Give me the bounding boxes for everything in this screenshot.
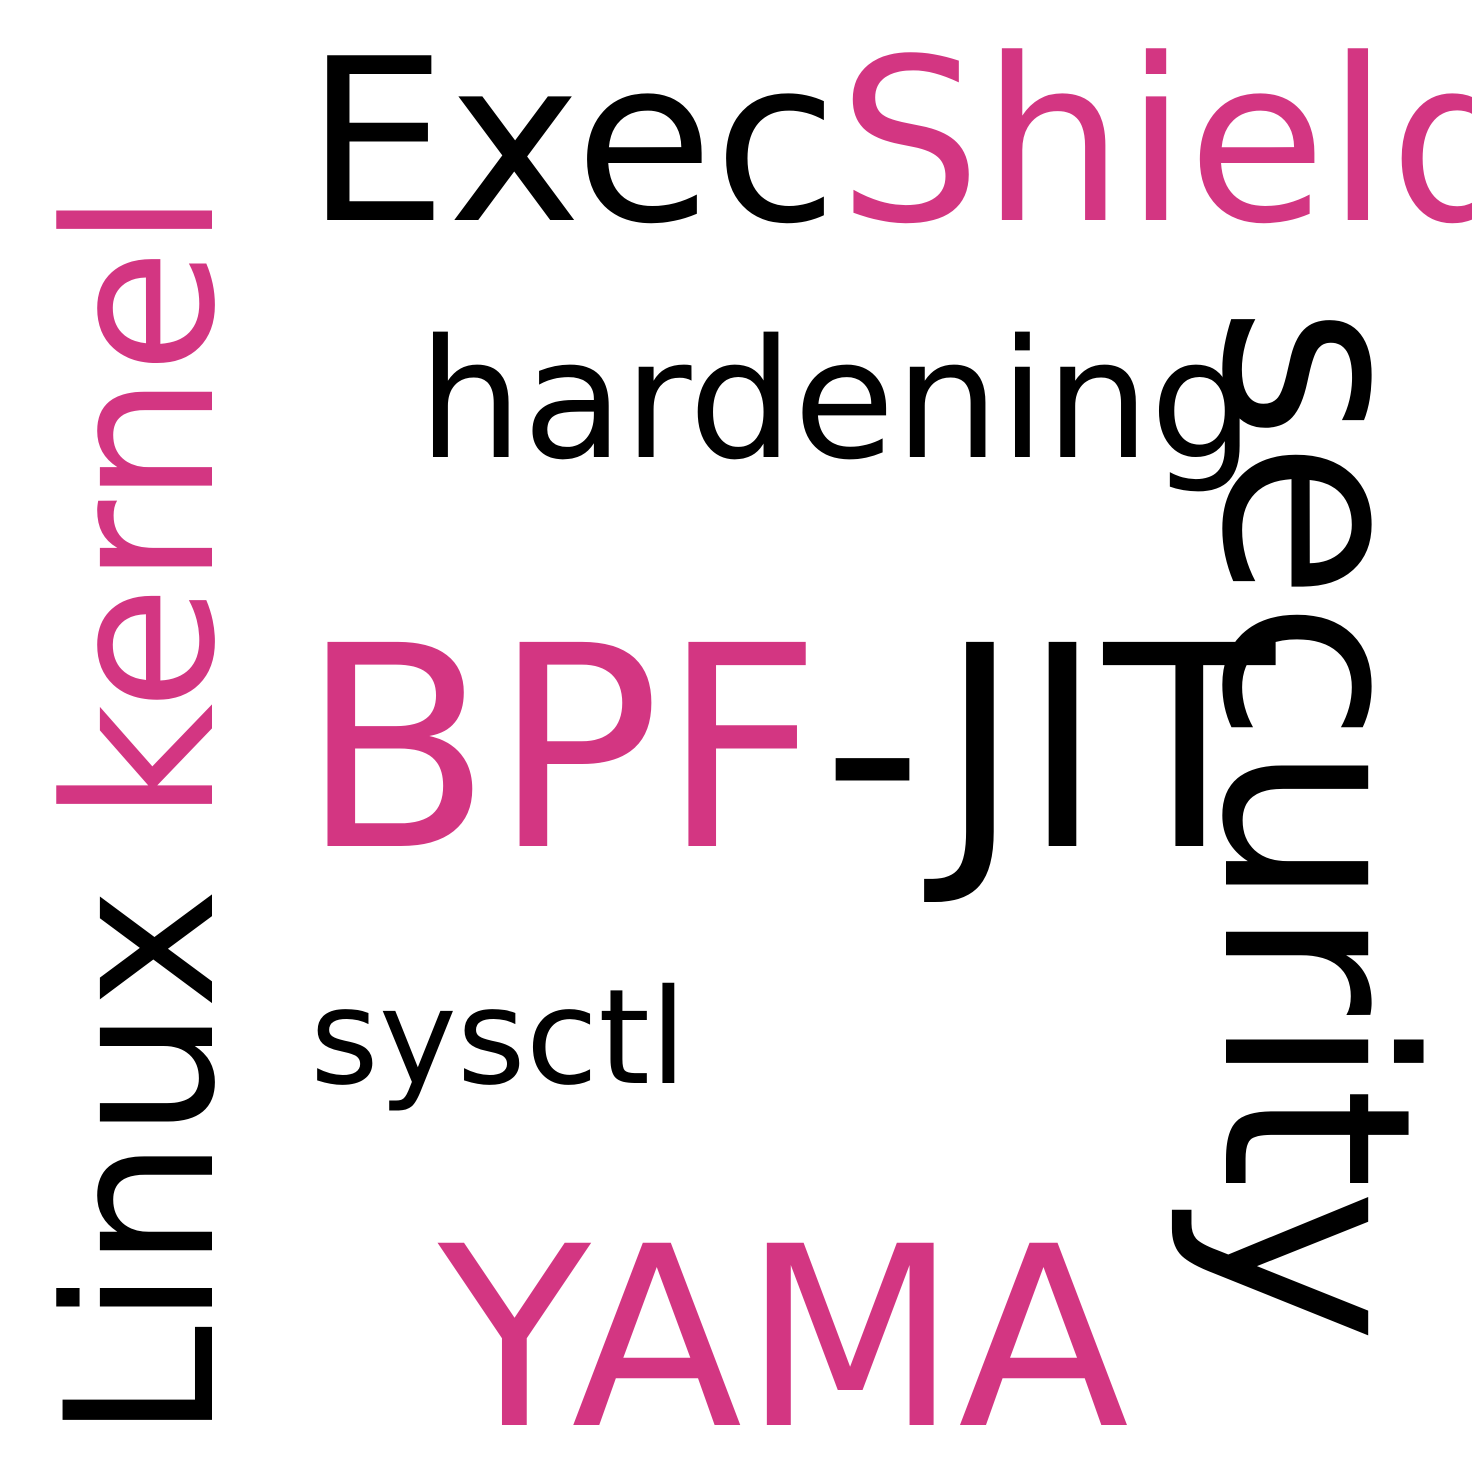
word-kernel: kernel [23,191,261,823]
word-yama: YAMA [438,1193,1130,1472]
word-shield: Shield [837,11,1472,274]
word-linux-kernel: Linux kernel [23,191,261,1440]
word-jit: -JIT [822,587,1275,913]
word-sysctl: sysctl [310,961,687,1115]
word-bpf: BPF [300,587,822,913]
word-linux: Linux [23,887,261,1440]
word-bpf-jit: BPF-JIT [300,610,1275,890]
word-exec: Exec [305,11,838,274]
word-execshield: ExecShield [305,30,1472,256]
word-hardening: hardening [418,304,1255,496]
